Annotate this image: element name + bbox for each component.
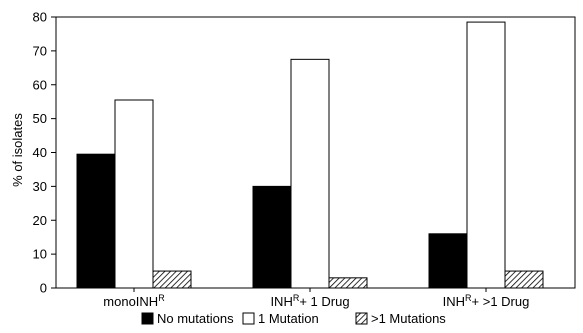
bar--1-mutations	[504, 270, 544, 289]
x-tick-label: INHR+ 1 Drug	[270, 293, 349, 309]
x-tick-label: INHR+ >1 Drug	[443, 293, 530, 309]
legend-label: No mutations	[157, 311, 234, 326]
bar-1-mutation	[466, 21, 506, 289]
y-tick-label: 80	[33, 10, 47, 25]
bar-no-mutations	[252, 185, 292, 289]
bar-1-mutation	[114, 99, 154, 289]
bar-1-mutation	[290, 58, 330, 289]
y-tick-label: 20	[33, 213, 47, 228]
y-tick-label: 40	[33, 145, 47, 160]
bar--1-mutations	[328, 277, 368, 289]
legend-swatch	[141, 312, 154, 325]
legend-label: >1 Mutations	[371, 311, 446, 326]
legend-swatch	[355, 312, 368, 325]
y-tick-label: 10	[33, 247, 47, 262]
x-tick-label: monoINHR	[103, 293, 165, 309]
plot-area: 0 10 20 30 40 50 60 70 80 monoINHR INHR+ 1 Drug INH…	[33, 10, 576, 309]
y-tick-label: 30	[33, 179, 47, 194]
y-tick-label: 50	[33, 111, 47, 126]
y-tick-label: 60	[33, 77, 47, 92]
bar-no-mutations	[428, 233, 468, 289]
legend: No mutations 1 Mutation >1 Mutations	[141, 311, 446, 326]
y-tick-label: 0	[40, 281, 47, 296]
bar-no-mutations	[76, 153, 116, 289]
legend-label: 1 Mutation	[258, 311, 319, 326]
bar--1-mutations	[152, 270, 192, 289]
y-axis-label: % of isolates	[10, 113, 25, 187]
legend-swatch	[242, 312, 255, 325]
y-tick-label: 70	[33, 43, 47, 58]
